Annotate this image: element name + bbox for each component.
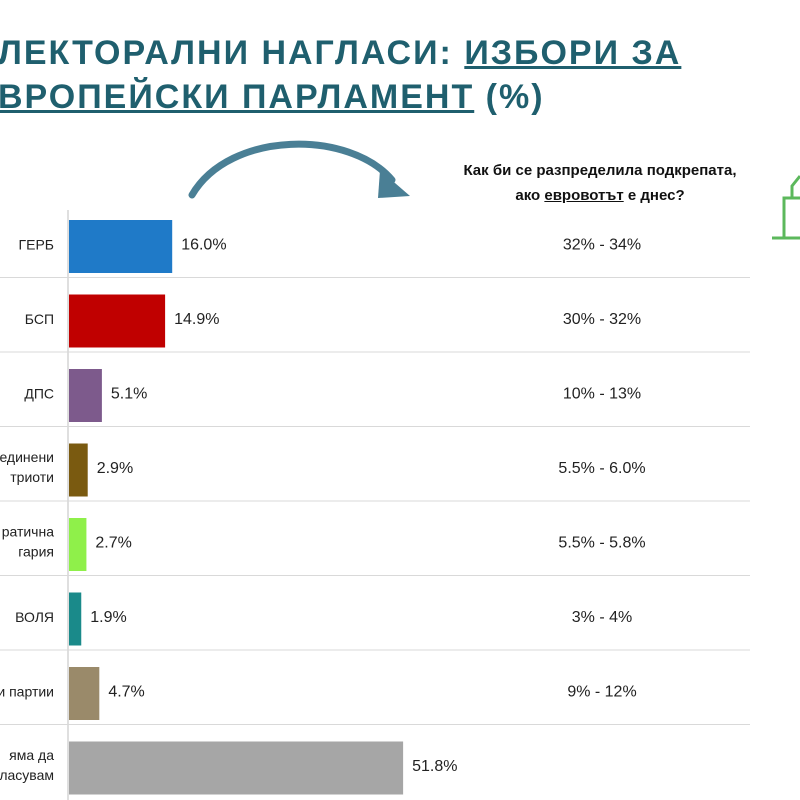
category-label: яма да [9, 747, 54, 763]
value-label: 51.8% [412, 758, 457, 775]
value-label: 2.7% [95, 535, 131, 552]
question-part-1: ако [515, 187, 545, 204]
bar [69, 220, 173, 273]
title-part-3: ВРОПЕЙСКИ ПАРЛАМЕНТ [0, 78, 475, 116]
value-label: 2.9% [97, 460, 133, 477]
building-icon [772, 175, 800, 240]
category-label: ВОЛЯ [15, 609, 54, 625]
projection-label: 9% - 12% [567, 684, 636, 701]
title-part-1: ЛЕКТОРАЛНИ НАГЛАСИ: [0, 34, 465, 72]
curved-arrow-icon [188, 140, 396, 199]
projection-label: 10% - 13% [563, 386, 641, 403]
title-part-2: ИЗБОРИ ЗА [464, 34, 682, 72]
arrow-head-icon [378, 170, 410, 198]
category-label: ДПС [24, 386, 54, 402]
category-label: БСП [25, 311, 54, 327]
bar [69, 443, 88, 497]
page-title-line-1: ЛЕКТОРАЛНИ НАГЛАСИ: ИЗБОРИ ЗА [0, 34, 681, 73]
category-label: гария [18, 544, 54, 560]
category-label: ласувам [0, 767, 54, 783]
value-label: 4.7% [108, 684, 144, 701]
value-label: 1.9% [90, 609, 126, 626]
value-label: 5.1% [111, 386, 147, 403]
bar [69, 294, 166, 348]
category-label: ратична [2, 524, 55, 540]
value-label: 14.9% [174, 311, 219, 328]
title-part-4: (%) [474, 78, 545, 116]
projection-label: 30% - 32% [563, 311, 641, 328]
bar [69, 741, 404, 795]
category-label: и партии [0, 684, 54, 700]
category-label: единени [0, 449, 54, 465]
value-label: 16.0% [181, 237, 226, 254]
projection-question: Как би се разпределила подкрепата, ако е… [430, 158, 770, 208]
projection-label: 5.5% - 5.8% [558, 535, 645, 552]
question-line-2: ако евровотът е днес? [430, 183, 770, 208]
projection-label: 5.5% - 6.0% [558, 460, 645, 477]
page-title-line-2: ВРОПЕЙСКИ ПАРЛАМЕНТ (%) [0, 78, 545, 117]
projection-label: 32% - 34% [563, 237, 641, 254]
category-label: ГЕРБ [19, 237, 54, 253]
category-label: триоти [10, 469, 54, 485]
bar [69, 518, 87, 571]
question-part-3: е днес? [623, 187, 685, 204]
bar [69, 592, 82, 646]
question-part-2: евровотът [544, 187, 624, 204]
question-line-1: Как би се разпределила подкрепата, [463, 162, 737, 179]
bar [69, 667, 100, 720]
projection-label: 3% - 4% [572, 609, 632, 626]
bar [69, 369, 102, 422]
